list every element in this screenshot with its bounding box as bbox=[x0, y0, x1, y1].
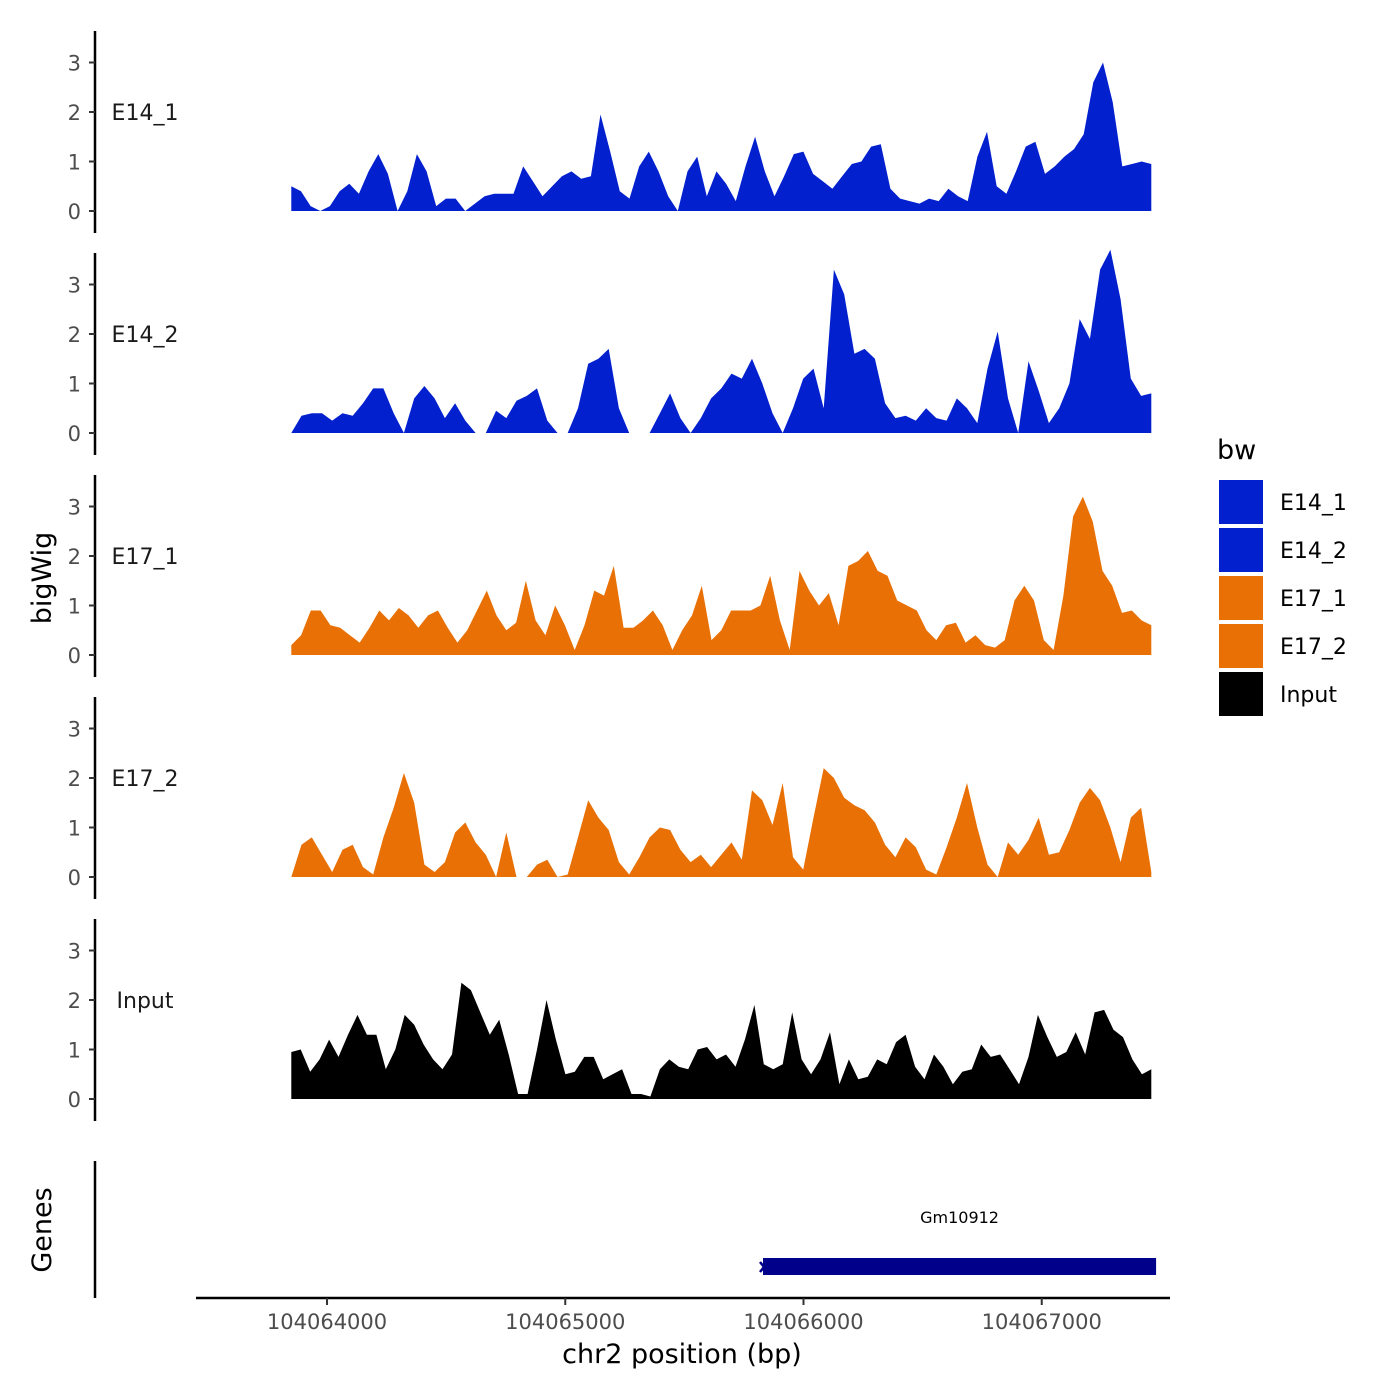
coverage-tracks: 0 1 2 3 E14_1 0 1 2 3 E14_2 0 1 2 3 E17_1 0 1 2 3 E17_2 0 1 2 3… bbox=[68, 31, 1152, 1121]
track-panel-e17_1: 0 1 2 3 E17_1 bbox=[68, 475, 1152, 677]
track-panel-e17_2: 0 1 2 3 E17_2 bbox=[68, 697, 1152, 899]
legend-label: E17_2 bbox=[1280, 635, 1347, 660]
coverage-area-e17_1 bbox=[291, 496, 1152, 655]
y-tick-label: 3 bbox=[68, 718, 81, 742]
track-label: E14_2 bbox=[112, 323, 179, 348]
legend-label: E14_1 bbox=[1280, 491, 1347, 516]
y-tick-label: 0 bbox=[68, 200, 81, 224]
legend-title: bw bbox=[1217, 435, 1256, 466]
legend-swatch bbox=[1219, 576, 1263, 620]
legend-swatch bbox=[1219, 624, 1263, 668]
y-tick-label: 1 bbox=[68, 595, 81, 619]
coverage-area-e14_2 bbox=[291, 249, 1152, 433]
coverage-area-e17_2 bbox=[291, 768, 1152, 877]
legend: bw E14_1 E14_2 E17_1 E17_2 Input bbox=[1217, 435, 1347, 716]
legend-swatch bbox=[1219, 480, 1263, 524]
track-label: Input bbox=[117, 989, 174, 1014]
gene-label: Gm10912 bbox=[920, 1208, 999, 1227]
y-tick-label: 3 bbox=[68, 52, 81, 76]
y-tick-label: 2 bbox=[68, 323, 81, 347]
y-tick-label: 0 bbox=[68, 1088, 81, 1112]
gene-body bbox=[763, 1258, 1157, 1275]
legend-swatch bbox=[1219, 672, 1263, 716]
gene-start-mark bbox=[759, 1261, 769, 1273]
legend-swatch bbox=[1219, 528, 1263, 572]
y-tick-label: 2 bbox=[68, 767, 81, 791]
track-panel-e14_2: 0 1 2 3 E14_2 bbox=[68, 249, 1152, 455]
y-tick-label: 2 bbox=[68, 545, 81, 569]
track-label: E17_2 bbox=[112, 767, 179, 792]
y-tick-label: 2 bbox=[68, 101, 81, 125]
legend-label: E17_1 bbox=[1280, 587, 1347, 612]
y-tick-label: 0 bbox=[68, 866, 81, 890]
x-axis: 104064000 104065000 104066000 104067000 bbox=[196, 1296, 1170, 1334]
y-tick-label: 1 bbox=[68, 817, 81, 841]
y-tick-label: 1 bbox=[68, 1039, 81, 1063]
y-tick-label: 0 bbox=[68, 644, 81, 668]
gene-track: Genes Gm10912 bbox=[27, 1161, 1157, 1298]
track-label: E17_1 bbox=[112, 545, 179, 570]
x-tick-label: 104066000 bbox=[743, 1310, 863, 1334]
coverage-area-e14_1 bbox=[291, 62, 1152, 211]
legend-label: Input bbox=[1280, 683, 1337, 708]
y-axis-title: bigWig bbox=[27, 532, 58, 625]
x-tick-label: 104065000 bbox=[505, 1310, 625, 1334]
y-tick-label: 2 bbox=[68, 989, 81, 1013]
legend-label: E14_2 bbox=[1280, 539, 1347, 564]
y-tick-label: 0 bbox=[68, 422, 81, 446]
x-tick-label: 104064000 bbox=[267, 1310, 387, 1334]
y-tick-label: 1 bbox=[68, 151, 81, 175]
track-panel-input: 0 1 2 3 Input bbox=[68, 919, 1152, 1121]
y-tick-label: 3 bbox=[68, 496, 81, 520]
y-tick-label: 1 bbox=[68, 373, 81, 397]
coverage-area-input bbox=[291, 982, 1152, 1099]
gene-track-title: Genes bbox=[27, 1187, 58, 1272]
x-axis-title: chr2 position (bp) bbox=[562, 1339, 802, 1370]
x-tick-label: 104067000 bbox=[982, 1310, 1102, 1334]
y-tick-label: 3 bbox=[68, 940, 81, 964]
y-tick-label: 3 bbox=[68, 274, 81, 298]
track-label: E14_1 bbox=[112, 101, 179, 126]
track-panel-e14_1: 0 1 2 3 E14_1 bbox=[68, 31, 1152, 233]
